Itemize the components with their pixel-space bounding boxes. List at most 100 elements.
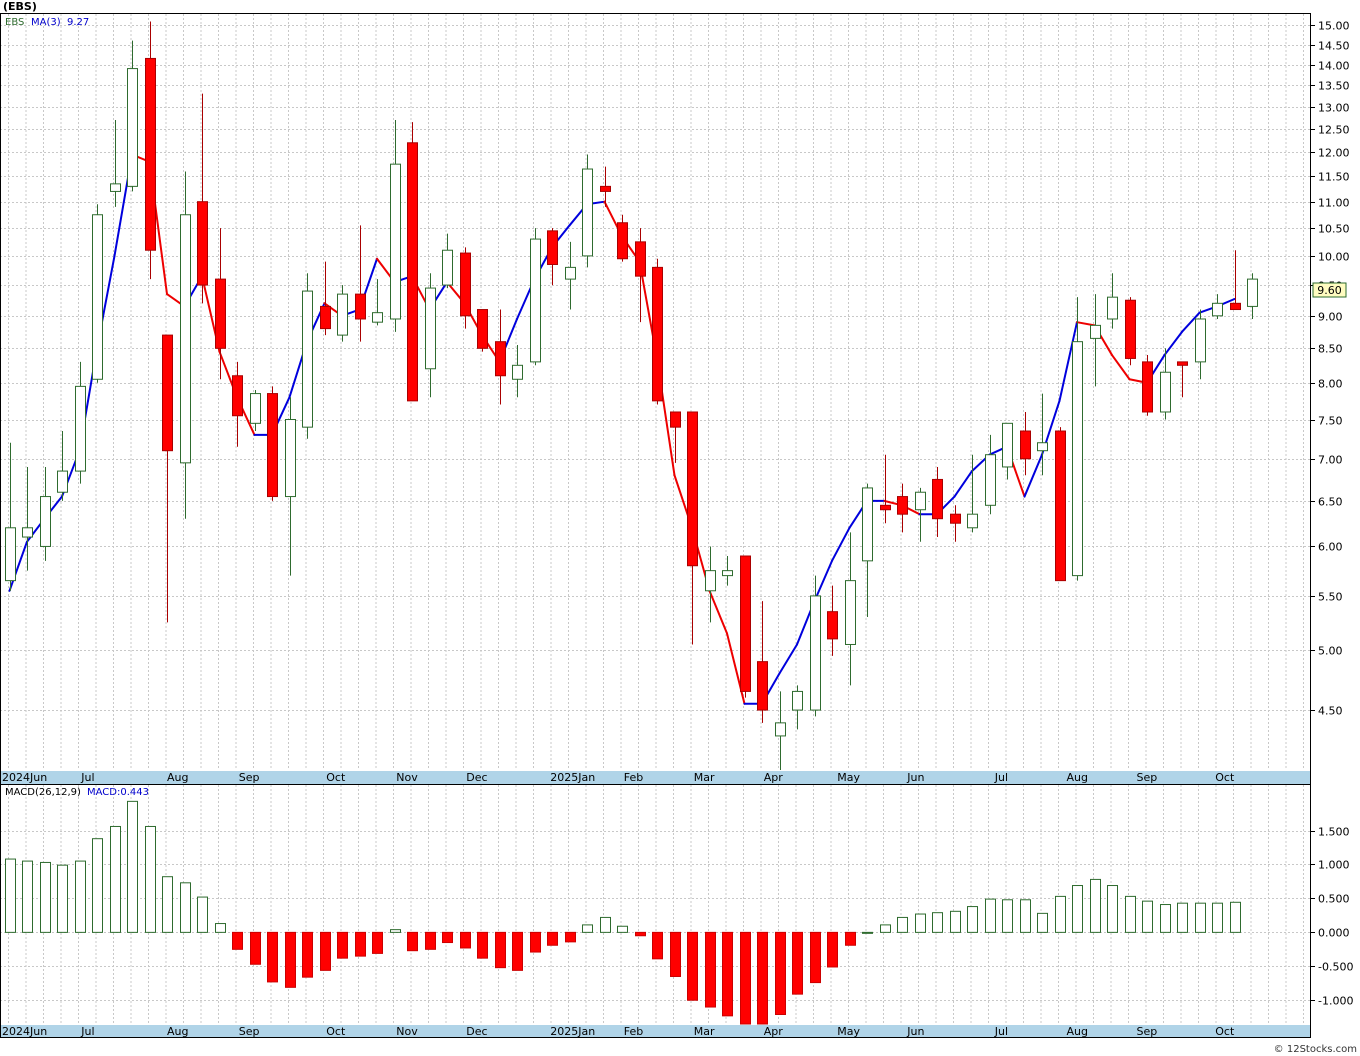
macd-bar <box>1002 899 1013 933</box>
macd-bar <box>250 931 261 965</box>
macd-bar <box>915 913 926 933</box>
macd-bar <box>932 912 943 933</box>
macd-bar <box>180 882 191 933</box>
y-tick-label: 13.00 <box>1318 102 1350 115</box>
macd-bar <box>1195 902 1206 933</box>
month-label: 2024Jun <box>2 771 47 784</box>
month-label: Dec <box>466 1025 487 1038</box>
ma-segment <box>953 470 973 498</box>
legend-ma: MA(3) <box>31 17 61 28</box>
month-label: Jun <box>906 771 924 784</box>
candle-body <box>512 364 523 380</box>
candle-body <box>740 555 751 692</box>
month-label: Aug <box>167 1025 188 1038</box>
candle-body <box>477 309 488 349</box>
candle-body <box>22 527 33 538</box>
macd-bar <box>390 929 401 933</box>
month-label: Nov <box>396 1025 418 1038</box>
macd-bar <box>670 931 681 977</box>
macd-bar <box>477 931 488 959</box>
macd-bar <box>495 931 506 969</box>
candle-body <box>302 290 313 428</box>
macd-bar <box>810 931 821 984</box>
month-label: Sep <box>239 771 260 784</box>
macd-bar <box>110 825 121 933</box>
ma-segment <box>1023 453 1043 498</box>
candle <box>320 261 331 336</box>
ma-segment <box>1076 321 1096 327</box>
candle <box>1142 355 1153 416</box>
macd-bar <box>460 931 471 949</box>
macd-bars <box>5 800 1241 1025</box>
month-label: Aug <box>1067 771 1088 784</box>
candle <box>425 273 436 398</box>
candle-body <box>285 419 296 498</box>
macd-bar <box>285 931 296 988</box>
y-tick-label: 11.00 <box>1318 197 1350 210</box>
month-label: Jul <box>994 771 1008 784</box>
candle-body <box>425 287 436 370</box>
candle-body <box>145 57 156 251</box>
candle <box>600 166 611 207</box>
candle-body <box>407 142 418 402</box>
candle-body <box>127 68 138 187</box>
candle <box>950 505 961 542</box>
month-label: Oct <box>1215 1025 1235 1038</box>
macd-y-axis: 1.500 1.000 0.500 0.000 -0.500 -1.000 <box>1310 826 1353 1008</box>
candle <box>582 154 593 268</box>
ma-segment <box>708 589 728 635</box>
macd-y-tick-label: 1.000 <box>1318 859 1350 872</box>
y-tick-label: 8.00 <box>1318 378 1343 391</box>
candle-body <box>215 278 226 349</box>
candle-body <box>1177 361 1188 366</box>
macd-bar <box>862 931 873 934</box>
last-price-value: 9.60 <box>1317 284 1342 297</box>
y-tick-label: 7.50 <box>1318 415 1343 428</box>
macd-bar <box>1177 902 1188 933</box>
candle <box>92 204 103 383</box>
y-tick-label: 4.50 <box>1318 705 1343 718</box>
candle <box>845 532 856 686</box>
candle-body <box>1195 318 1206 363</box>
candle <box>1125 297 1136 366</box>
candle <box>337 285 348 342</box>
macd-bar <box>1055 895 1066 933</box>
candle-body <box>897 496 908 515</box>
candle <box>267 386 278 501</box>
y-tick-label: 12.50 <box>1318 124 1350 137</box>
candle-body <box>670 411 681 428</box>
macd-bar <box>57 864 68 933</box>
y-tick-label: 13.50 <box>1318 80 1350 93</box>
macd-bar <box>302 931 313 978</box>
candle <box>145 21 156 280</box>
candle <box>1230 250 1241 311</box>
macd-bar <box>22 860 33 933</box>
candle <box>355 225 366 342</box>
macd-bar <box>40 861 51 933</box>
candle-body <box>827 611 838 640</box>
candle <box>250 389 261 432</box>
candle <box>1195 309 1206 380</box>
candle-body <box>722 570 733 577</box>
candle-body <box>1212 302 1223 317</box>
macd-bar <box>880 924 891 933</box>
candle <box>1107 273 1118 329</box>
candle <box>775 691 786 770</box>
candle-body <box>1160 371 1171 413</box>
candle <box>407 122 418 402</box>
macd-bar <box>1230 901 1241 933</box>
month-label: Aug <box>1067 1025 1088 1038</box>
macd-bar <box>845 931 856 946</box>
macd-bar <box>442 931 453 944</box>
ma-segment <box>813 559 833 603</box>
macd-panel-frame <box>0 784 1311 1038</box>
candle <box>180 171 191 519</box>
candle-body <box>495 341 506 377</box>
macd-bar <box>617 925 628 933</box>
y-tick-label: 15.00 <box>1318 20 1350 33</box>
candle-body <box>775 722 786 737</box>
month-label: Feb <box>624 1025 643 1038</box>
candle <box>617 214 628 262</box>
ma-segment <box>1163 330 1183 357</box>
candle <box>880 454 891 524</box>
